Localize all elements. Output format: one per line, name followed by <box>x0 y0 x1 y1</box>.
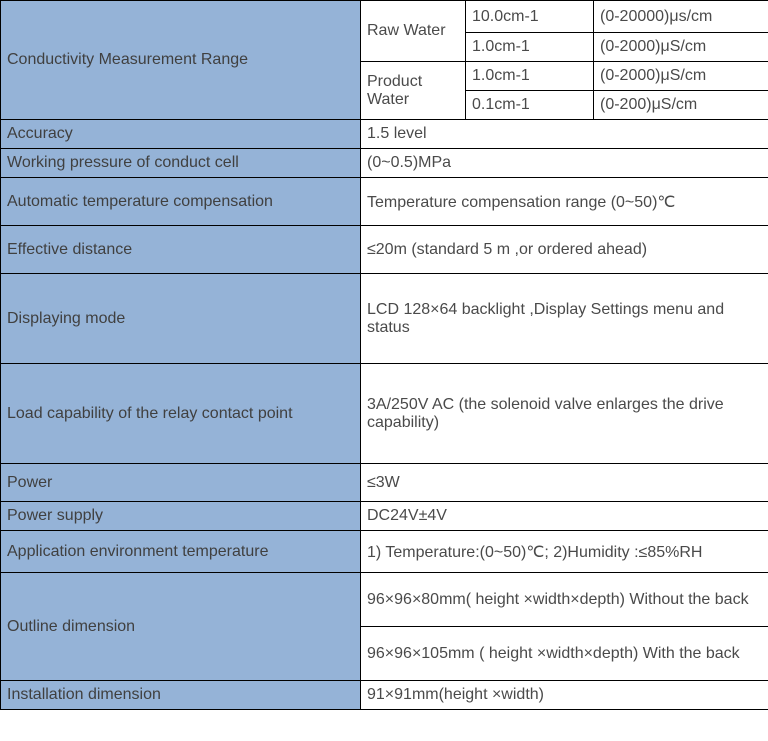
table-row: Power≤3W <box>1 464 768 502</box>
spec-value: 96×96×80mm( height ×width×depth) Without… <box>361 573 768 627</box>
spec-value: LCD 128×64 backlight ,Display Settings m… <box>361 274 768 364</box>
spec-label: Installation dimension <box>1 681 361 710</box>
spec-value: ≤20m (standard 5 m ,or ordered ahead) <box>361 226 768 274</box>
spec-label: Application environment temperature <box>1 531 361 573</box>
spec-label: Accuracy <box>1 120 361 149</box>
table-row: Conductivity Measurement RangeRaw Water1… <box>1 1 768 33</box>
spec-label: Outline dimension <box>1 573 361 681</box>
spec-label: Effective distance <box>1 226 361 274</box>
spec-value: 0.1cm-1 <box>466 91 594 120</box>
spec-value: 1) Temperature:(0~50)℃; 2)Humidity :≤85%… <box>361 531 768 573</box>
spec-value: 10.0cm-1 <box>466 1 594 33</box>
spec-value: Temperature compensation range (0~50)℃ <box>361 178 768 226</box>
spec-value: (0-200)μS/cm <box>594 91 768 120</box>
table-row: Outline dimension96×96×80mm( height ×wid… <box>1 573 768 627</box>
spec-label: Working pressure of conduct cell <box>1 149 361 178</box>
table-row: Displaying modeLCD 128×64 backlight ,Dis… <box>1 274 768 364</box>
table-row: Working pressure of conduct cell(0~0.5)M… <box>1 149 768 178</box>
spec-label: Automatic temperature compensation <box>1 178 361 226</box>
spec-value: Raw Water <box>361 1 466 62</box>
spec-label: Load capability of the relay contact poi… <box>1 364 361 464</box>
spec-value: (0-2000)μS/cm <box>594 62 768 91</box>
spec-value: 1.0cm-1 <box>466 33 594 62</box>
spec-label: Power supply <box>1 502 361 531</box>
spec-value: 96×96×105mm ( height ×width×depth) With … <box>361 627 768 681</box>
table-row: Application environment temperature1) Te… <box>1 531 768 573</box>
spec-value: (0-20000)μs/cm <box>594 1 768 33</box>
spec-label: Power <box>1 464 361 502</box>
spec-value: (0~0.5)MPa <box>361 149 768 178</box>
spec-value: Product Water <box>361 62 466 120</box>
spec-value: 1.0cm-1 <box>466 62 594 91</box>
spec-value: DC24V±4V <box>361 502 768 531</box>
spec-label: Displaying mode <box>1 274 361 364</box>
table-row: Power supplyDC24V±4V <box>1 502 768 531</box>
table-row: Accuracy1.5 level <box>1 120 768 149</box>
table-row: Installation dimension91×91mm(height ×wi… <box>1 681 768 710</box>
table-row: Load capability of the relay contact poi… <box>1 364 768 464</box>
spec-value: (0-2000)μS/cm <box>594 33 768 62</box>
spec-value: 91×91mm(height ×width) <box>361 681 768 710</box>
spec-value: 3A/250V AC (the solenoid valve enlarges … <box>361 364 768 464</box>
spec-value: 1.5 level <box>361 120 768 149</box>
table-row: Automatic temperature compensationTemper… <box>1 178 768 226</box>
spec-table: Conductivity Measurement RangeRaw Water1… <box>0 0 768 710</box>
table-row: Effective distance≤20m (standard 5 m ,or… <box>1 226 768 274</box>
spec-value: ≤3W <box>361 464 768 502</box>
spec-label: Conductivity Measurement Range <box>1 1 361 120</box>
